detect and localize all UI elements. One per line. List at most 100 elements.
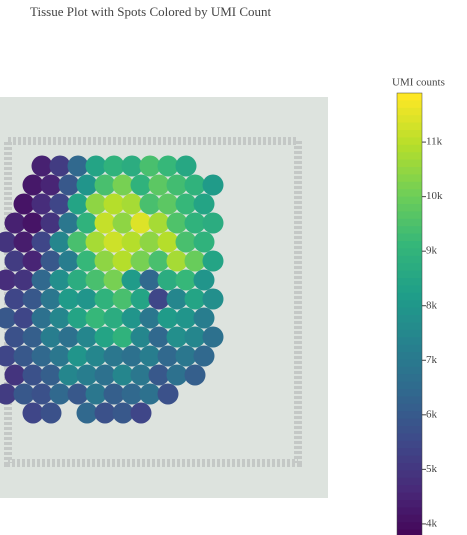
spot <box>86 232 107 253</box>
spot <box>86 156 107 177</box>
colorbar-segment <box>397 93 422 101</box>
spot <box>23 175 44 196</box>
colorbar-segment <box>397 493 422 501</box>
colorbar-segment <box>397 322 422 330</box>
colorbar-segment <box>397 174 422 182</box>
colorbar-segment <box>397 271 422 279</box>
spot <box>32 232 53 253</box>
spot <box>50 156 71 177</box>
colorbar-segment <box>397 337 422 345</box>
colorbar-segment <box>397 330 422 338</box>
colorbar-segment <box>397 367 422 375</box>
spot <box>95 175 116 196</box>
colorbar-tick-label: 9k <box>426 245 438 257</box>
colorbar-segment <box>397 441 422 449</box>
spot <box>59 213 80 234</box>
colorbar-segment <box>397 300 422 308</box>
spot <box>68 194 89 215</box>
colorbar-tick-label: 7k <box>426 354 438 366</box>
spot <box>194 308 215 329</box>
spot <box>14 346 35 367</box>
spot <box>14 270 35 291</box>
colorbar-segment <box>397 374 422 382</box>
colorbar-segment <box>397 522 422 530</box>
spot <box>104 346 125 367</box>
colorbar-segment <box>397 515 422 523</box>
colorbar-tick-label: 4k <box>426 517 438 529</box>
colorbar-segment <box>397 145 422 153</box>
colorbar-segment <box>397 315 422 323</box>
spot <box>95 403 116 424</box>
spot <box>113 175 134 196</box>
spot <box>104 308 125 329</box>
colorbar-segment <box>397 100 422 108</box>
spot <box>140 194 161 215</box>
colorbar-segment <box>397 160 422 168</box>
colorbar-segment <box>397 152 422 160</box>
spot <box>149 365 170 386</box>
spot <box>68 232 89 253</box>
spot <box>122 194 143 215</box>
spot <box>50 270 71 291</box>
colorbar-title: UMI counts <box>392 77 445 89</box>
colorbar-segment <box>397 426 422 434</box>
spot <box>158 384 179 405</box>
spot <box>41 403 62 424</box>
spot <box>86 194 107 215</box>
spot <box>23 213 44 234</box>
spot <box>185 213 206 234</box>
spot <box>140 156 161 177</box>
spot <box>86 308 107 329</box>
spot <box>185 327 206 348</box>
spot <box>59 289 80 310</box>
spot <box>77 251 98 272</box>
spot <box>14 194 35 215</box>
spot <box>23 365 44 386</box>
colorbar-segment <box>397 478 422 486</box>
spot <box>122 308 143 329</box>
spot <box>95 365 116 386</box>
spot <box>41 365 62 386</box>
spot <box>32 270 53 291</box>
spot <box>158 156 179 177</box>
spot <box>194 232 215 253</box>
spot <box>23 327 44 348</box>
spot <box>86 384 107 405</box>
colorbar-segment <box>397 396 422 404</box>
colorbar-segment <box>397 241 422 249</box>
spot <box>95 289 116 310</box>
spot <box>176 270 197 291</box>
spot <box>203 175 224 196</box>
spot <box>5 327 26 348</box>
spot <box>5 251 26 272</box>
colorbar-segment <box>397 463 422 471</box>
spot <box>140 384 161 405</box>
colorbar-segment <box>397 389 422 397</box>
spot <box>77 213 98 234</box>
colorbar-segment <box>397 248 422 256</box>
colorbar-segment <box>397 448 422 456</box>
spot <box>68 384 89 405</box>
spot <box>158 232 179 253</box>
spot <box>131 365 152 386</box>
spot <box>14 308 35 329</box>
spot <box>113 251 134 272</box>
spot <box>59 327 80 348</box>
spot <box>167 251 188 272</box>
spot <box>176 308 197 329</box>
spot <box>5 289 26 310</box>
spot <box>41 175 62 196</box>
colorbar-segment <box>397 219 422 227</box>
colorbar-segment <box>397 130 422 138</box>
colorbar-segment <box>397 404 422 412</box>
spot <box>68 308 89 329</box>
spot <box>158 270 179 291</box>
spot <box>32 308 53 329</box>
colorbar-segment <box>397 182 422 190</box>
spot <box>122 346 143 367</box>
spot <box>95 251 116 272</box>
spot <box>167 289 188 310</box>
spot <box>32 346 53 367</box>
colorbar-segment <box>397 359 422 367</box>
colorbar-segment <box>397 256 422 264</box>
